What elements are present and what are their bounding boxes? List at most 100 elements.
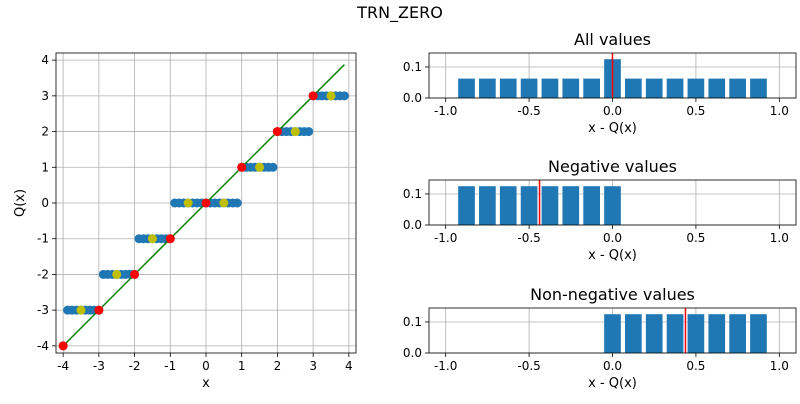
axes-title: Negative values — [548, 157, 677, 176]
y-tick-label: -3 — [37, 303, 49, 317]
histogram-bar — [541, 78, 559, 98]
x-tick-label: -1.0 — [434, 359, 457, 373]
x-axis-label: x - Q(x) — [588, 376, 637, 391]
x-tick-label: 1.0 — [770, 104, 789, 118]
x-tick-label: 0.0 — [603, 104, 622, 118]
y-tick-label: 2 — [41, 125, 49, 139]
histogram-bar — [583, 78, 600, 98]
y-tick-label: 0 — [41, 196, 49, 210]
histogram-bar — [479, 186, 496, 225]
half-integer-point — [219, 198, 229, 208]
histogram-bar — [750, 314, 767, 353]
histogram-bar — [604, 314, 621, 353]
histogram-bar — [520, 78, 538, 98]
histogram-bar — [729, 314, 746, 353]
histogram-bar — [604, 186, 621, 225]
histogram-bar — [625, 314, 642, 353]
histogram-bar — [625, 78, 642, 98]
y-tick-label: 0.0 — [403, 218, 422, 232]
histogram-bar — [583, 186, 600, 225]
quantization-plot: -4 -3 -2 -1 0 1 2 3 4 -4 -3 -2 -1 0 1 2 3 4 x Q(x) — [13, 52, 357, 391]
half-integer-point — [255, 162, 265, 172]
x-tick-label: -1.0 — [434, 231, 457, 245]
all-values-histogram: -1.0 -0.5 0.0 0.5 1.0 0.0 0.1 All values x - Q(x… — [403, 30, 797, 136]
axes-title: Non-negative values — [530, 285, 695, 304]
integer-point — [237, 162, 247, 172]
x-tick-label: -0.5 — [517, 231, 540, 245]
axes-frame — [428, 307, 797, 354]
histogram-bar — [541, 186, 559, 225]
y-tick-label: -4 — [37, 339, 49, 353]
sample-point — [339, 91, 349, 101]
x-tick-label: 3 — [309, 359, 317, 373]
sample-point — [304, 127, 314, 137]
x-tick-label: -1.0 — [434, 104, 457, 118]
x-tick-label: 1.0 — [770, 359, 789, 373]
x-tick-label: 0.0 — [603, 359, 622, 373]
y-tick-label: -2 — [37, 267, 49, 281]
y-tick-label: -1 — [37, 232, 49, 246]
x-tick-label: 4 — [345, 359, 353, 373]
histogram-bar — [458, 78, 475, 98]
histogram-bar — [645, 314, 663, 353]
y-tick-label: 0.0 — [403, 346, 422, 360]
x-axis-label: x — [202, 376, 210, 391]
y-axis-label: Q(x) — [13, 189, 28, 217]
y-tick-label: 4 — [41, 53, 49, 67]
histogram-bar — [520, 186, 538, 225]
sample-point — [268, 162, 278, 172]
axes-frame — [428, 52, 797, 99]
non-negative-values-histogram: -1.0 -0.5 0.0 0.5 1.0 0.0 0.1 Non-negative valu… — [403, 285, 797, 391]
x-tick-label: -0.5 — [517, 359, 540, 373]
integer-point — [94, 305, 104, 315]
integer-point — [165, 234, 175, 244]
y-tick-label: 1 — [41, 160, 49, 174]
histogram-bar — [666, 78, 684, 98]
integer-point — [201, 198, 211, 208]
x-tick-label: -1 — [164, 359, 176, 373]
x-tick-label: 1 — [238, 359, 246, 373]
histogram-bar — [499, 78, 517, 98]
histogram-bar — [458, 186, 475, 225]
histogram-bar — [708, 78, 726, 98]
histogram-bar — [479, 78, 496, 98]
x-tick-label: 1.0 — [770, 231, 789, 245]
axes-frame — [428, 179, 797, 226]
sample-point — [232, 198, 242, 208]
histogram-bar — [708, 314, 726, 353]
histogram-bar — [499, 186, 517, 225]
histogram-bar — [645, 78, 663, 98]
histogram-bar — [750, 78, 767, 98]
histogram-bar — [562, 78, 580, 98]
histogram-bar — [729, 78, 746, 98]
x-tick-label: 0.5 — [686, 104, 705, 118]
negative-values-histogram: -1.0 -0.5 0.0 0.5 1.0 0.0 0.1 Negative values x … — [403, 157, 797, 263]
half-integer-point — [183, 198, 193, 208]
histogram-bar — [562, 186, 580, 225]
x-tick-label: 2 — [274, 359, 282, 373]
half-integer-point — [76, 305, 86, 315]
histogram-bar — [666, 314, 684, 353]
half-integer-point — [112, 269, 122, 279]
half-integer-point — [290, 127, 300, 137]
x-axis-label: x - Q(x) — [588, 121, 637, 136]
x-tick-label: 0 — [202, 359, 210, 373]
integer-point — [308, 91, 318, 101]
y-tick-label: 0.1 — [403, 60, 422, 74]
histogram-bar — [687, 314, 705, 353]
y-tick-label: 3 — [41, 89, 49, 103]
x-tick-label: -2 — [129, 359, 141, 373]
x-axis-label: x - Q(x) — [588, 248, 637, 263]
histogram-bar — [687, 78, 705, 98]
axes-frame — [55, 52, 357, 354]
x-tick-label: -3 — [93, 359, 105, 373]
x-tick-label: -0.5 — [517, 104, 540, 118]
y-tick-label: 0.1 — [403, 315, 422, 329]
integer-point — [58, 341, 68, 351]
integer-point — [272, 127, 282, 137]
y-tick-label: 0.1 — [403, 187, 422, 201]
x-tick-label: 0.5 — [686, 359, 705, 373]
y-tick-label: 0.0 — [403, 91, 422, 105]
x-tick-label: -4 — [57, 359, 69, 373]
